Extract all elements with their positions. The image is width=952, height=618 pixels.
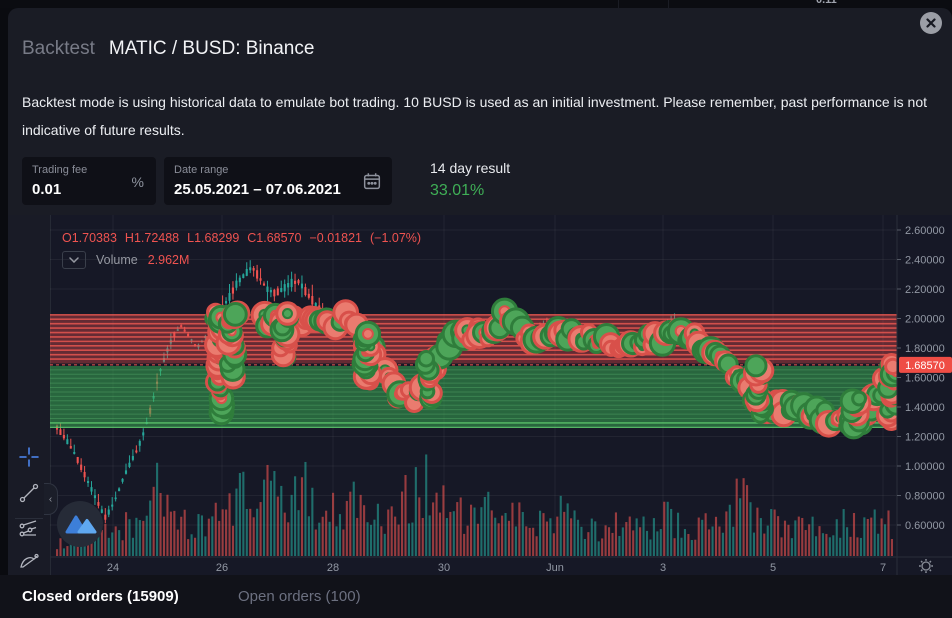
volume-legend: Volume 2.962M (62, 251, 189, 269)
volume-label: Volume (96, 253, 138, 267)
trading-fee-value[interactable]: 0.01 (32, 181, 62, 198)
svg-text:3: 3 (660, 562, 666, 574)
trading-fee-label: Trading fee (32, 164, 88, 176)
svg-text:5: 5 (770, 562, 776, 574)
svg-text:7: 7 (880, 562, 886, 574)
svg-text:30: 30 (438, 562, 450, 574)
svg-text:2.20000: 2.20000 (905, 284, 945, 296)
result-label: 14 day result (430, 160, 511, 176)
ohlc-close: C1.68570 (247, 231, 302, 245)
price-chart[interactable]: 2.60000 2.40000 2.20000 2.00000 1.80000 1.600… (50, 215, 952, 575)
brush-icon[interactable] (17, 550, 41, 574)
ohlc-change: −0.01821 (309, 231, 362, 245)
background-page-strip: 0.11 (0, 0, 952, 8)
svg-text:1.68570: 1.68570 (905, 360, 945, 372)
modal-header: Backtest MATIC / BUSD: Binance (22, 38, 314, 60)
svg-text:0.80000: 0.80000 (905, 491, 945, 503)
svg-text:1.80000: 1.80000 (905, 343, 945, 355)
svg-text:1.40000: 1.40000 (905, 402, 945, 414)
svg-text:2.60000: 2.60000 (905, 225, 945, 237)
fib-retracement-icon[interactable] (17, 517, 41, 541)
svg-text:24: 24 (107, 562, 119, 574)
svg-text:0.60000: 0.60000 (905, 520, 945, 532)
ohlc-legend: O1.70383 H1.72488 L1.68299 C1.68570 −0.0… (62, 231, 421, 245)
backtest-result: 14 day result 33.01% (430, 160, 510, 200)
toolbar-divider (15, 518, 43, 519)
date-range-value[interactable]: 25.05.2021 – 07.06.2021 (174, 181, 341, 198)
close-button[interactable] (920, 12, 942, 34)
tab-closed-orders[interactable]: Closed orders (15909) (22, 588, 179, 605)
svg-text:Jun: Jun (546, 562, 564, 574)
volume-value: 2.962M (147, 253, 190, 267)
background-text-fragment: 0.11 (816, 0, 837, 6)
ohlc-low: L1.68299 (187, 231, 240, 245)
ohlc-open: O1.70383 (62, 231, 117, 245)
svg-text:1.00000: 1.00000 (905, 461, 945, 473)
backtest-description: Backtest mode is using historical data t… (22, 94, 928, 138)
ohlc-high: H1.72488 (124, 231, 180, 245)
trading-fee-suffix: % (131, 174, 144, 190)
gear-icon (919, 559, 933, 573)
svg-text:1.60000: 1.60000 (905, 373, 945, 385)
svg-text:2.40000: 2.40000 (905, 255, 945, 267)
calendar-icon[interactable] (361, 170, 383, 197)
chevron-down-icon[interactable] (62, 251, 86, 269)
modal-tag: Backtest (22, 38, 95, 59)
close-icon (926, 18, 936, 28)
drawing-toolbar (8, 215, 51, 603)
toolbar-collapse-button[interactable]: ‹ (44, 483, 58, 515)
svg-text:1.20000: 1.20000 (905, 432, 945, 444)
crosshair-icon[interactable] (17, 445, 41, 469)
trend-line-icon[interactable] (17, 481, 41, 505)
page-title: MATIC / BUSD: Binance (108, 38, 315, 59)
date-range-label: Date range (174, 164, 229, 176)
ohlc-change-pct: (−1.07%) (369, 231, 422, 245)
orders-tab-bar: Closed orders (15909) Open orders (100) (0, 575, 952, 618)
svg-text:28: 28 (327, 562, 339, 574)
tab-open-orders[interactable]: Open orders (100) (238, 588, 361, 605)
svg-text:26: 26 (216, 562, 228, 574)
trading-fee-field[interactable]: Trading fee 0.01 % (22, 157, 156, 205)
svg-text:2.00000: 2.00000 (905, 314, 945, 326)
date-range-field[interactable]: Date range 25.05.2021 – 07.06.2021 (164, 157, 392, 205)
result-value: 33.01% (430, 182, 485, 199)
